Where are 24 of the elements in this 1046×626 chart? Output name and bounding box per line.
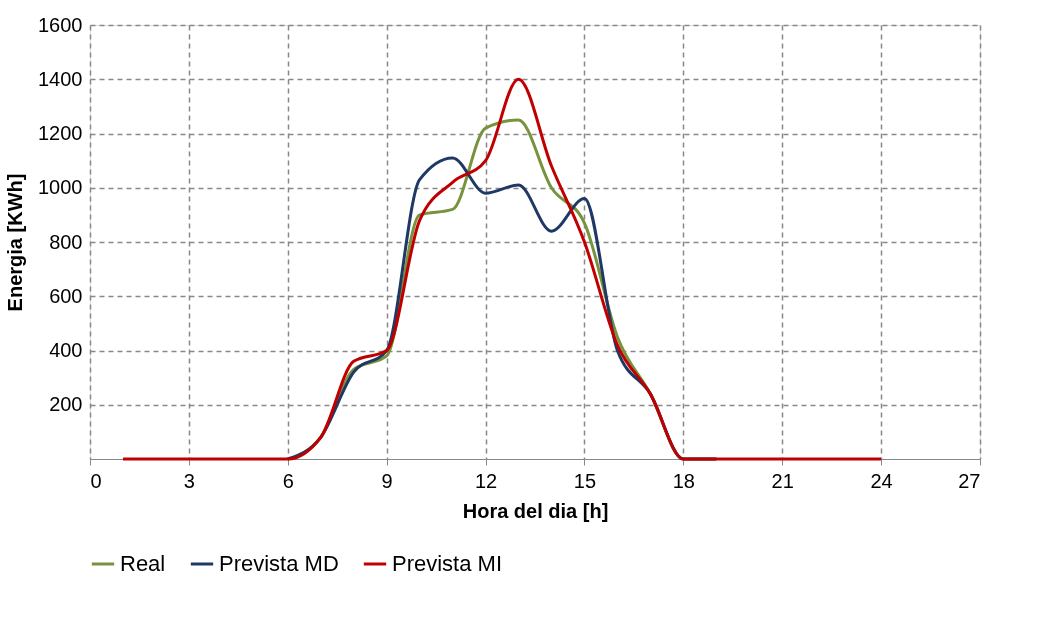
line-series (121, 77, 883, 461)
legend-label: Prevista MI (392, 551, 503, 576)
y-tick-label: 1400 (38, 67, 83, 90)
y-tick-label: 600 (49, 284, 83, 307)
x-tick-label: 12 (474, 469, 498, 492)
x-tick-label: 15 (573, 469, 597, 492)
y-tick-label: 400 (49, 339, 83, 361)
x-tick-label: 27 (958, 469, 981, 492)
legend-label: Real (120, 551, 166, 576)
legend-label: Prevista MD (219, 551, 339, 576)
x-axis-title: Hora del dia [h] (462, 499, 609, 522)
y-tick-label: 200 (49, 393, 83, 416)
x-tick-label: 9 (381, 469, 393, 492)
y-tick-label: 1200 (38, 122, 83, 144)
x-tick-label: 21 (771, 469, 794, 492)
y-tick-label: 800 (49, 230, 83, 253)
x-tick-label: 3 (183, 469, 195, 492)
y-axis-title: Energia [KWh] (4, 173, 27, 312)
x-tick-label: 18 (672, 469, 695, 492)
x-tick-label: 24 (870, 469, 893, 492)
y-tick-label: 1000 (38, 176, 83, 199)
x-tick-label: 0 (90, 469, 102, 492)
y-tick-label: 1600 (38, 13, 83, 36)
x-tick-label: 6 (282, 469, 294, 492)
